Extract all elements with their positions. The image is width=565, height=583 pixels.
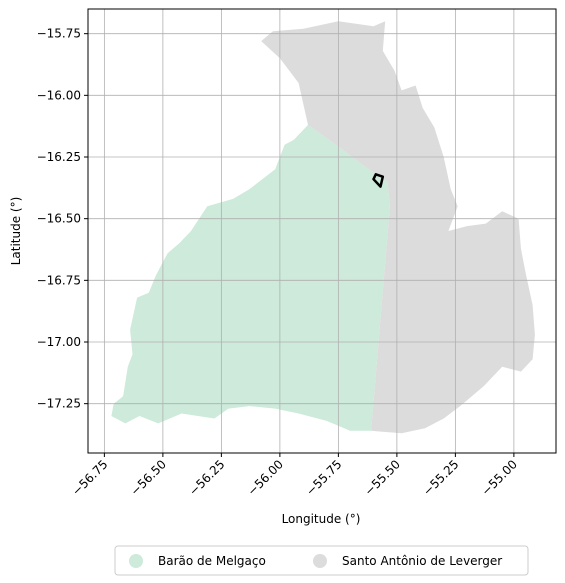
y-tick-label-6: −17.25 xyxy=(37,397,81,411)
legend-marker-barao-de-melgaco xyxy=(129,554,143,568)
y-tick-label-3: −16.50 xyxy=(37,212,81,226)
regions xyxy=(111,21,535,433)
y-tick-label-4: −16.75 xyxy=(37,273,81,287)
x-tick-label-2: −56.25 xyxy=(186,457,227,498)
x-tick-label-5: −55.50 xyxy=(362,457,403,498)
x-axis-label: Longitude (°) xyxy=(282,512,361,526)
y-tick-label-0: −15.75 xyxy=(37,27,81,41)
x-tick-label-7: −55.00 xyxy=(479,457,520,498)
legend-marker-santo-antonio-de-leverger xyxy=(313,554,327,568)
legend-label-santo-antonio-de-leverger: Santo Antônio de Leverger xyxy=(342,554,502,568)
legend-label-barao-de-melgaco: Barão de Melgaço xyxy=(158,554,266,568)
y-tick-label-2: −16.25 xyxy=(37,150,81,164)
x-tick-label-0: −56.75 xyxy=(69,457,110,498)
x-tick-label-4: −55.75 xyxy=(303,457,344,498)
legend: Barão de Melgaço Santo Antônio de Leverg… xyxy=(115,546,528,575)
y-tick-label-1: −16.00 xyxy=(37,88,81,102)
x-tick-label-1: −56.50 xyxy=(128,457,169,498)
x-tick-label-6: −55.25 xyxy=(420,457,461,498)
y-axis-label: Latitude (°) xyxy=(9,197,23,266)
x-tick-label-3: −56.00 xyxy=(245,457,286,498)
y-tick-label-5: −17.00 xyxy=(37,335,81,349)
region-0 xyxy=(111,125,390,431)
